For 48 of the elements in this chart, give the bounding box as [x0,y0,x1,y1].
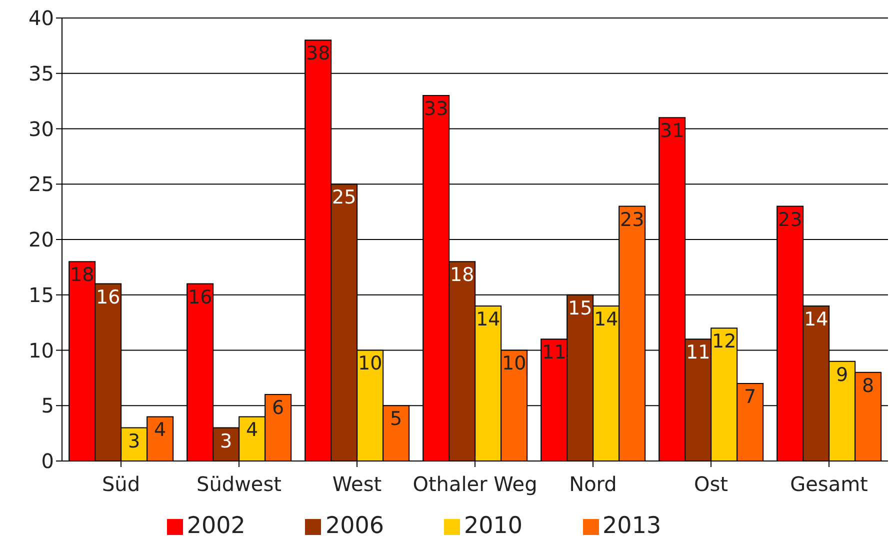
x-tick-label: Othaler Weg [412,472,538,496]
data-label: 18 [70,264,94,286]
x-tick-label: Süd [102,472,140,496]
data-label: 10 [502,352,526,375]
data-label: 11 [686,342,710,364]
legend-label: 2010 [464,513,523,539]
x-tick-label: Nord [569,472,617,496]
data-label: 12 [712,330,736,353]
data-label: 3 [128,430,140,452]
data-label: 23 [620,208,644,231]
y-tick-label: 5 [41,394,54,418]
data-label: 3 [220,430,232,452]
y-tick-label: 30 [28,116,54,141]
y-tick-label: 15 [28,282,54,307]
y-tick-label: 35 [28,61,54,86]
data-label: 14 [804,308,828,330]
data-label: 10 [358,352,382,375]
data-label: 25 [332,186,356,209]
data-label: 14 [476,308,500,330]
y-tick-label: 20 [28,228,54,252]
y-tick-label: 40 [28,6,54,30]
data-label: 11 [542,342,566,364]
x-tick-label: Ost [694,472,728,496]
data-label: 23 [778,208,802,231]
data-label: 4 [246,419,258,442]
data-label: 8 [862,374,874,397]
data-label: 16 [96,286,120,308]
y-tick-label: 0 [41,449,54,474]
legend-label: 2013 [602,513,662,539]
y-tick-label: 10 [28,338,54,362]
data-label: 4 [154,419,166,442]
data-label: 5 [390,408,402,430]
data-label: 18 [450,264,474,286]
legend-label: 2006 [325,513,384,539]
data-label: 38 [306,42,330,65]
x-tick-label: Südwest [196,472,282,496]
data-label: 7 [744,386,756,408]
x-tick-label: Gesamt [790,472,868,496]
y-tick-label: 25 [28,172,54,196]
data-label: 9 [836,364,848,386]
data-label: 33 [424,98,448,120]
data-label: 6 [272,397,284,420]
data-label: 31 [660,120,684,142]
x-tick-label: West [332,472,382,496]
legend-label: 2002 [186,513,246,539]
data-label: 14 [594,308,618,330]
data-label: 16 [188,286,212,308]
data-label: 15 [568,297,592,320]
